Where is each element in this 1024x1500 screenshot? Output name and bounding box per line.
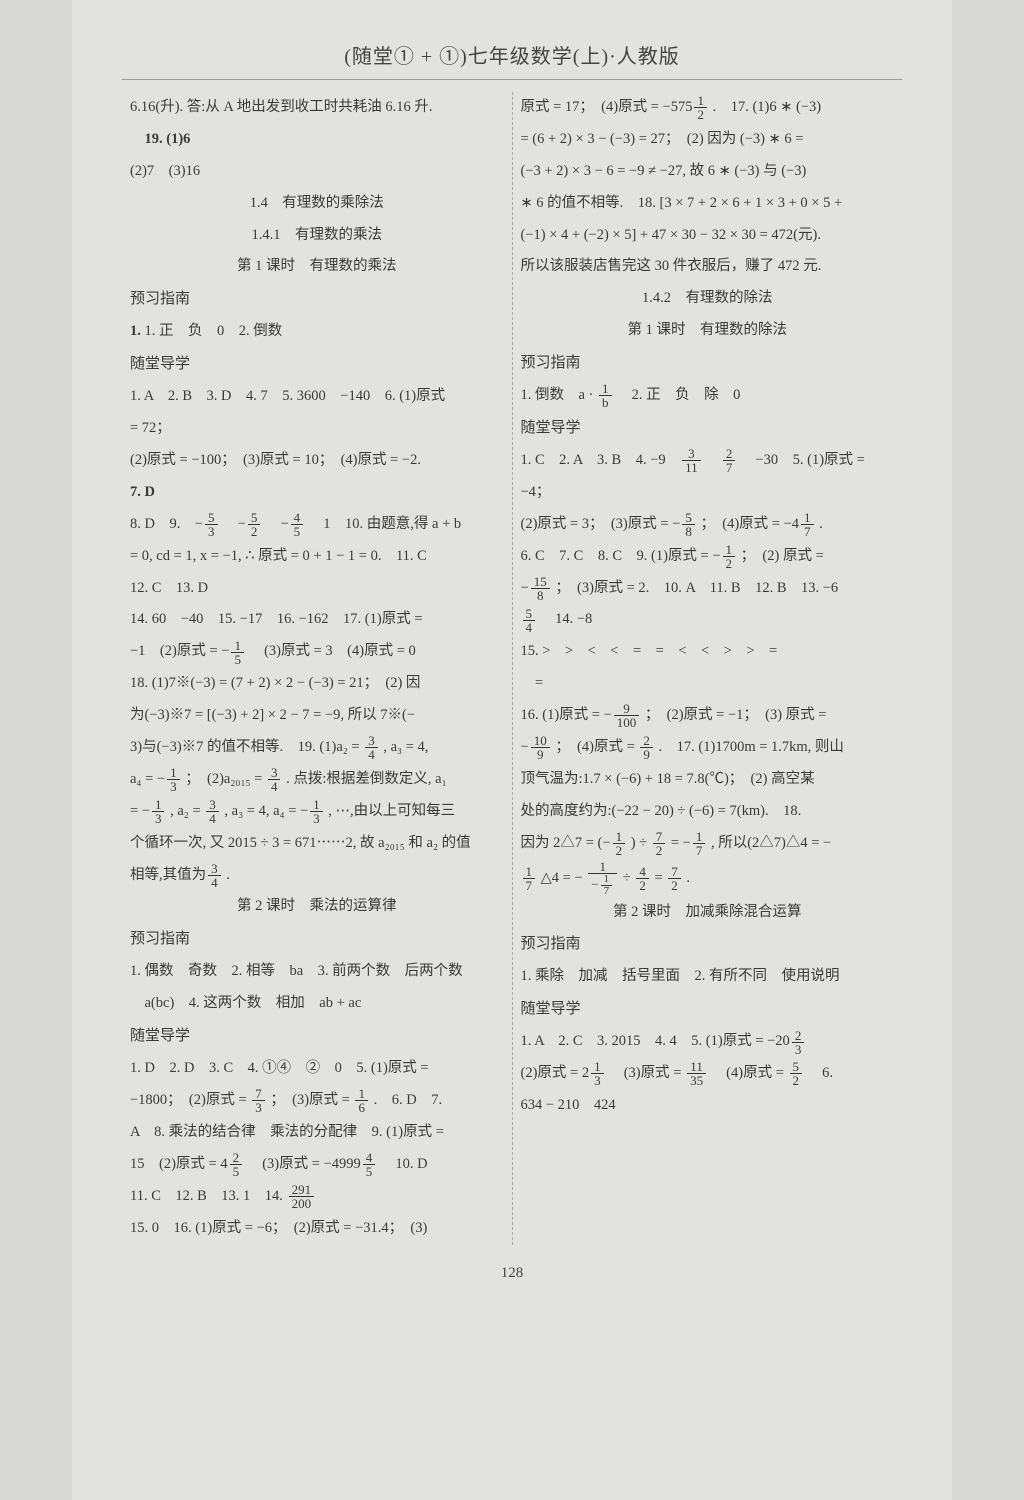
text: −1800； (2)原式 = 73 ； (3)原式 = 16 . 6. D 7. <box>130 1085 504 1117</box>
section-title: 第 1 课时 有理数的除法 <box>521 315 895 347</box>
text: (2)原式 = 213 (3)原式 = 1135 (4)原式 = 52 6. <box>521 1058 895 1090</box>
text: 个循环一次, 又 2015 ÷ 3 = 671⋯⋯2, 故 a₂₀₁₅ 和 a₂… <box>130 828 504 860</box>
text: 所以该服装店售完这 30 件衣服后，赚了 472 元. <box>521 251 895 283</box>
text: 16. (1)原式 = −9100 ； (2)原式 = −1； (3) 原式 = <box>521 700 895 732</box>
text: 顶气温为:1.7 × (−6) + 18 = 7.8(℃)； (2) 高空某 <box>521 764 895 796</box>
text: 1. A 2. B 3. D 4. 7 5. 3600 −140 6. (1)原… <box>130 381 504 413</box>
text: 12. C 13. D <box>130 573 504 605</box>
text: ∗ 6 的值不相等. 18. [3 × 7 + 2 × 6 + 1 × 3 + … <box>521 188 895 220</box>
page-header: (随堂① + ①)七年级数学(上)·人教版 <box>122 40 902 69</box>
text: −158 ； (3)原式 = 2. 10. A 11. B 12. B 13. … <box>521 573 895 605</box>
text: 11. C 12. B 13. 1 14. 291200 <box>130 1181 504 1213</box>
text: (2)原式 = 3； (3)原式 = −58 ； (4)原式 = −417 . <box>521 509 895 541</box>
section-title: 1.4 有理数的乘除法 <box>130 188 504 220</box>
text: 6. C 7. C 8. C 9. (1)原式 = −12 ； (2) 原式 = <box>521 541 895 573</box>
text: = −13 , a₂ = 34 , a₃ = 4, a₄ = −13 , ⋯,由… <box>130 796 504 828</box>
section-title: 1.4.1 有理数的乘法 <box>130 220 504 252</box>
text: 15. > > < < = = < < > > = <box>521 636 895 668</box>
text: (−3 + 2) × 3 − 6 = −9 ≠ −27, 故 6 ∗ (−3) … <box>521 156 895 188</box>
text: 为(−3)※7 = [(−3) + 2] × 2 − 7 = −9, 所以 7※… <box>130 700 504 732</box>
label: 随堂导学 <box>130 348 504 381</box>
text: 19. (1)6 <box>130 124 504 156</box>
text: 15 (2)原式 = 425 (3)原式 = −499945 10. D <box>130 1149 504 1181</box>
text: = 0, cd = 1, x = −1, ∴ 原式 = 0 + 1 − 1 = … <box>130 541 504 573</box>
section-title: 1.4.2 有理数的除法 <box>521 283 895 315</box>
left-column: 6.16(升). 答:从 A 地出发到收工时共耗油 6.16 升. 19. (1… <box>122 92 512 1245</box>
text: 因为 2△7 = (−12 ) ÷ 72 = −17 , 所以(2△7)△4 =… <box>521 828 895 860</box>
text: a(bc) 4. 这两个数 相加 ab + ac <box>130 988 504 1020</box>
text: 6.16(升). 答:从 A 地出发到收工时共耗油 6.16 升. <box>130 92 504 124</box>
text: 处的高度约为:(−22 − 20) ÷ (−6) = 7(km). 18. <box>521 796 895 828</box>
text: = 72； <box>130 413 504 445</box>
label: 随堂导学 <box>521 993 895 1026</box>
text: 54 14. −8 <box>521 604 895 636</box>
label: 预习指南 <box>521 347 895 380</box>
text: A 8. 乘法的结合律 乘法的分配律 9. (1)原式 = <box>130 1117 504 1149</box>
text: (−1) × 4 + (−2) × 5] + 47 × 30 − 32 × 30… <box>521 220 895 252</box>
label: 随堂导学 <box>130 1020 504 1053</box>
text: = <box>521 668 895 700</box>
header-rule <box>122 79 902 80</box>
text: 1. 倒数 a · 1b 2. 正 负 除 0 <box>521 380 895 412</box>
text: 1. 偶数 奇数 2. 相等 ba 3. 前两个数 后两个数 <box>130 956 504 988</box>
text: 1. A 2. C 3. 2015 4. 4 5. (1)原式 = −2023 <box>521 1026 895 1058</box>
label: 随堂导学 <box>521 412 895 445</box>
text: (2)原式 = −100； (3)原式 = 10； (4)原式 = −2. <box>130 445 504 477</box>
section-title: 第 2 课时 乘法的运算律 <box>130 891 504 923</box>
text: 1. 乘除 加减 括号里面 2. 有所不同 使用说明 <box>521 961 895 993</box>
text: −1 (2)原式 = −15 (3)原式 = 3 (4)原式 = 0 <box>130 636 504 668</box>
text: = (6 + 2) × 3 − (−3) = 27； (2) 因为 (−3) ∗… <box>521 124 895 156</box>
label: 预习指南 <box>130 283 504 316</box>
label: 预习指南 <box>130 923 504 956</box>
text: 8. D 9. −53 −52 −45 1 10. 由题意,得 a + b <box>130 509 504 541</box>
text: 7. D <box>130 477 504 509</box>
text: 634 − 210 424 <box>521 1090 895 1122</box>
text: 1. D 2. D 3. C 4. ①④ ② 0 5. (1)原式 = <box>130 1053 504 1085</box>
right-column: 原式 = 17； (4)原式 = −57512 . 17. (1)6 ∗ (−3… <box>513 92 903 1245</box>
text: 1. C 2. A 3. B 4. −9 311 27 −30 5. (1)原式… <box>521 445 895 477</box>
text: (2)7 (3)16 <box>130 156 504 188</box>
page-number: 128 <box>122 1265 902 1282</box>
text: 15. 0 16. (1)原式 = −6； (2)原式 = −31.4； (3) <box>130 1213 504 1245</box>
text: 18. (1)7※(−3) = (7 + 2) × 2 − (−3) = 21；… <box>130 668 504 700</box>
text: 14. 60 −40 15. −17 16. −162 17. (1)原式 = <box>130 604 504 636</box>
text: 1. 1. 正 负 0 2. 倒数 <box>130 316 504 348</box>
section-title: 第 1 课时 有理数的乘法 <box>130 251 504 283</box>
text: 原式 = 17； (4)原式 = −57512 . 17. (1)6 ∗ (−3… <box>521 92 895 124</box>
text: 17 △4 = − 1−17 ÷ 42 = 72 . <box>521 860 895 897</box>
text: 相等,其值为34 . <box>130 860 504 892</box>
text: a₄ = −13 ； (2)a₂₀₁₅ = 34 . 点拨:根据差倒数定义, a… <box>130 764 504 796</box>
section-title: 第 2 课时 加减乘除混合运算 <box>521 897 895 929</box>
text: −109 ； (4)原式 = 29 . 17. (1)1700m = 1.7km… <box>521 732 895 764</box>
text: 3)与(−3)※7 的值不相等. 19. (1)a₂ = 34 , a₃ = 4… <box>130 732 504 764</box>
text: −4； <box>521 477 895 509</box>
label: 预习指南 <box>521 928 895 961</box>
